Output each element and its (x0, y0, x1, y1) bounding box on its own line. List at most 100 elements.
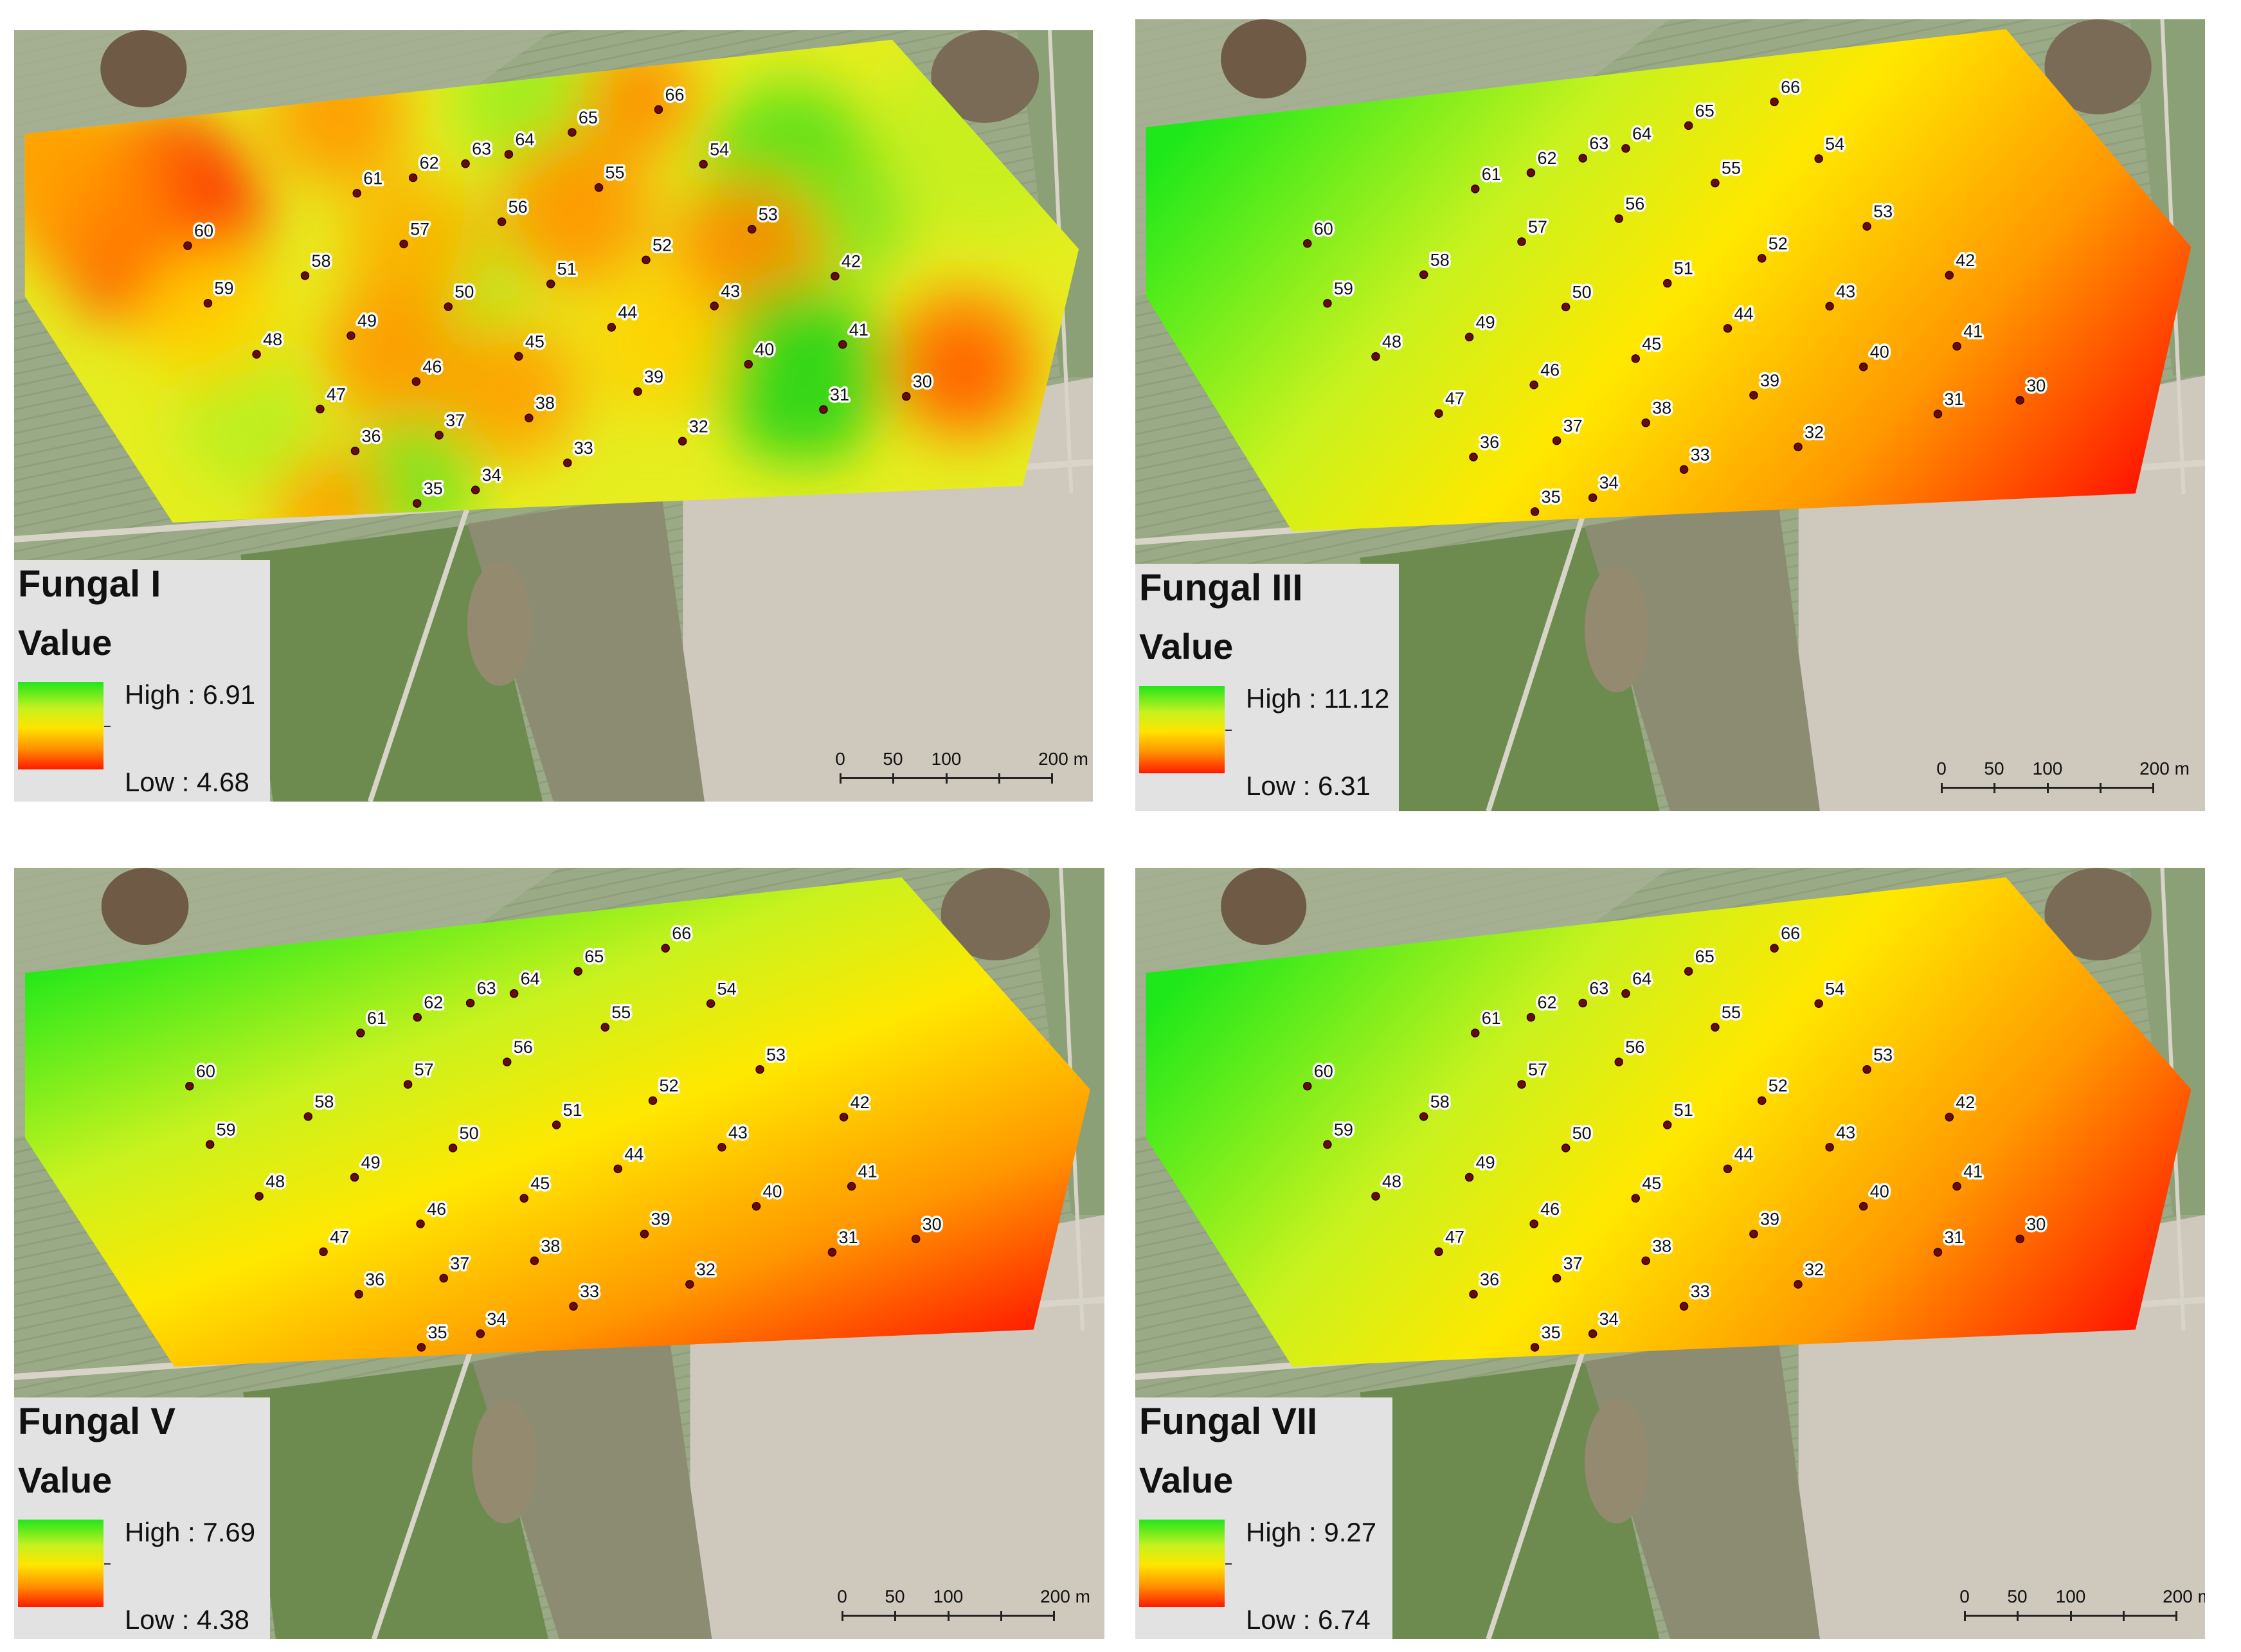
sample-point-label: 52 (1769, 1076, 1788, 1095)
sample-point-61 (1471, 184, 1480, 193)
sample-point-41 (1952, 341, 1961, 351)
sample-point-39 (1749, 391, 1758, 400)
sample-point-66 (661, 944, 670, 953)
scale-label-0: 0 (837, 1586, 847, 1606)
sample-point-51 (552, 1120, 561, 1129)
sample-point-label: 34 (482, 465, 501, 485)
sample-point-49 (1464, 1172, 1474, 1182)
sample-point-label: 55 (606, 163, 625, 183)
sample-point-53 (747, 224, 757, 234)
sample-point-51 (1662, 1120, 1672, 1129)
sample-point-48 (1371, 1192, 1380, 1201)
sample-point-36 (1469, 453, 1478, 462)
sample-point-label: 54 (717, 979, 737, 998)
sample-point-label: 37 (446, 411, 465, 430)
map-panel-fungal-vii: 30 31 32 33 34 35 36 37 38 39 40 41 42 43 44 45 46 47 48 49… (1135, 868, 2205, 1639)
sample-point-60 (183, 241, 192, 250)
scale-label-100: 100 (931, 749, 962, 769)
scale-label-50: 50 (885, 1586, 905, 1606)
sample-point-35 (413, 499, 422, 508)
sample-point-label: 40 (755, 340, 774, 359)
sample-point-42 (1945, 1113, 1954, 1122)
sample-point-label: 50 (455, 282, 474, 301)
sample-point-50 (1561, 1144, 1571, 1153)
sample-point-58 (300, 271, 310, 280)
sample-point-label: 38 (541, 1236, 560, 1255)
legend: Fungal VII Value High : 9.27 Low : 6.74 (1135, 1397, 1392, 1639)
sample-point-46 (416, 1219, 425, 1228)
sample-points: 30 31 32 33 34 35 36 37 38 39 40 41 42 43 44 45 46 47 48 49… (183, 83, 934, 508)
sample-point-label: 61 (363, 169, 382, 188)
sample-point-label: 53 (1873, 1045, 1893, 1064)
sample-point-32 (1794, 1280, 1803, 1289)
sample-point-label: 39 (651, 1210, 670, 1229)
sample-point-label: 61 (1482, 1009, 1501, 1028)
sample-point-label: 63 (477, 978, 496, 998)
sample-point-label: 42 (842, 252, 861, 271)
sample-point-42 (831, 271, 840, 281)
sample-point-41 (838, 340, 847, 349)
sample-point-label: 45 (525, 332, 544, 351)
sample-point-65 (568, 128, 577, 137)
legend-high-label: High : 7.69 (125, 1517, 256, 1547)
sample-point-48 (255, 1192, 264, 1201)
sample-point-label: 57 (410, 219, 429, 238)
sample-point-36 (350, 446, 360, 456)
sample-point-66 (1770, 944, 1779, 953)
sample-point-label: 62 (1537, 148, 1556, 168)
sample-point-label: 48 (263, 330, 282, 349)
sample-point-53 (1862, 1065, 1871, 1074)
sample-point-60 (1302, 1081, 1312, 1091)
sample-point-label: 66 (1781, 77, 1800, 96)
sample-point-label: 52 (659, 1076, 678, 1095)
sample-point-43 (710, 301, 719, 310)
sample-point-label: 46 (427, 1199, 446, 1219)
aerial-map: 30 31 32 33 34 35 36 37 38 39 40 41 42 43 44 45 46 47 48 49… (14, 868, 1104, 1639)
sample-point-label: 65 (584, 947, 604, 966)
scale-bar: 0 50 100 200 m (834, 749, 1093, 794)
sample-point-58 (1419, 1112, 1428, 1121)
sample-point-label: 59 (1334, 1120, 1353, 1139)
sample-point-64 (509, 989, 519, 998)
legend-low-label: Low : 4.38 (125, 1604, 249, 1635)
sample-point-label: 33 (1691, 1282, 1710, 1301)
sample-point-36 (354, 1289, 363, 1299)
sample-point-label: 60 (196, 1062, 215, 1081)
sample-point-label: 49 (1476, 312, 1495, 332)
sample-point-label: 55 (1722, 159, 1741, 178)
sample-point-37 (1552, 436, 1562, 445)
sample-point-39 (640, 1229, 649, 1239)
sample-point-label: 44 (1734, 304, 1754, 323)
legend-high-label: High : 6.91 (125, 679, 256, 710)
sample-point-59 (203, 298, 213, 308)
scale-label-200m: 200 m (1038, 749, 1088, 769)
sample-point-label: 42 (851, 1093, 870, 1112)
sample-point-label: 38 (1652, 1236, 1671, 1255)
sample-point-label: 30 (2026, 376, 2046, 395)
sample-point-32 (685, 1280, 694, 1289)
sample-point-41 (1952, 1181, 1961, 1191)
sample-point-64 (1621, 144, 1630, 153)
sample-point-44 (613, 1164, 623, 1174)
map-panel-fungal-iii: 30 31 32 33 34 35 36 37 38 39 40 41 42 43 44 45 46 47 48 49… (1135, 19, 2205, 811)
sample-point-label: 38 (1652, 399, 1671, 418)
sample-points: 30 31 32 33 34 35 36 37 38 39 40 41 42 43 44 45 46 47 48 49… (185, 922, 944, 1352)
color-ramp (1139, 1520, 1225, 1607)
map-panel-fungal-i: 30 31 32 33 34 35 36 37 38 39 40 41 42 43 44 45 46 47 48 49… (14, 30, 1093, 802)
sample-point-label: 44 (1734, 1144, 1754, 1163)
sample-point-label: 59 (217, 1120, 236, 1139)
sample-point-40 (744, 359, 753, 369)
sample-point-39 (1749, 1229, 1758, 1239)
sample-point-48 (252, 350, 261, 359)
sample-point-30 (902, 391, 911, 401)
aerial-map: 30 31 32 33 34 35 36 37 38 39 40 41 42 43 44 45 46 47 48 49… (14, 30, 1093, 802)
sample-point-label: 37 (1563, 417, 1583, 436)
sample-point-54 (1814, 154, 1823, 163)
sample-point-label: 36 (365, 1270, 384, 1289)
sample-point-label: 65 (579, 108, 598, 127)
sample-point-59 (1323, 299, 1332, 308)
sample-point-label: 64 (1632, 969, 1652, 989)
sample-point-label: 58 (1430, 1092, 1450, 1111)
sample-point-label: 50 (1572, 1124, 1592, 1143)
sample-point-label: 38 (536, 393, 555, 413)
